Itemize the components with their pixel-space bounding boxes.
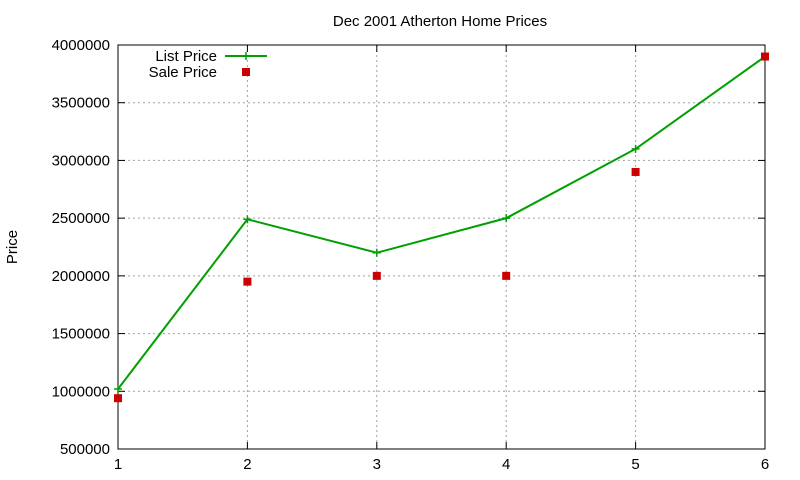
data-point [372, 271, 381, 280]
y-tick-label: 3500000 [52, 95, 110, 112]
y-axis-label: Price [4, 230, 21, 264]
data-series [114, 52, 769, 403]
chart-title: Dec 2001 Atherton Home Prices [333, 13, 547, 30]
plot-frame [117, 44, 766, 450]
x-tick-label: 2 [243, 456, 251, 473]
x-tick-label: 1 [114, 456, 122, 473]
data-point [114, 394, 122, 403]
series-line [117, 55, 766, 390]
data-point [114, 384, 122, 393]
series-sale-price [114, 52, 769, 403]
y-tick-label: 3000000 [52, 152, 110, 169]
legend-label: Sale Price [149, 64, 217, 81]
legend-label: List Price [155, 48, 217, 65]
x-tick-label: 6 [761, 456, 769, 473]
x-tick-label: 3 [373, 456, 381, 473]
y-tick-label: 1500000 [52, 326, 110, 343]
data-point [243, 277, 252, 286]
grid-lines [118, 45, 765, 449]
legend-marker [242, 52, 250, 60]
series-list-price [114, 52, 769, 393]
axis-ticks: 500000 1000000 1500000 2000000 2500000 300000… [52, 37, 770, 473]
data-point [502, 214, 511, 223]
data-point [243, 215, 252, 224]
data-point [372, 248, 381, 257]
data-point [761, 52, 769, 61]
y-tick-label: 2500000 [52, 210, 110, 227]
x-tick-label: 5 [631, 456, 639, 473]
y-tick-label: 500000 [60, 441, 110, 458]
data-point [631, 144, 640, 153]
y-tick-label: 1000000 [52, 383, 110, 400]
y-tick-label: 2000000 [52, 268, 110, 285]
y-tick-label: 4000000 [52, 37, 110, 54]
data-point [502, 271, 511, 280]
data-point [631, 167, 640, 176]
x-tick-label: 4 [502, 456, 510, 473]
legend-marker [242, 68, 250, 76]
